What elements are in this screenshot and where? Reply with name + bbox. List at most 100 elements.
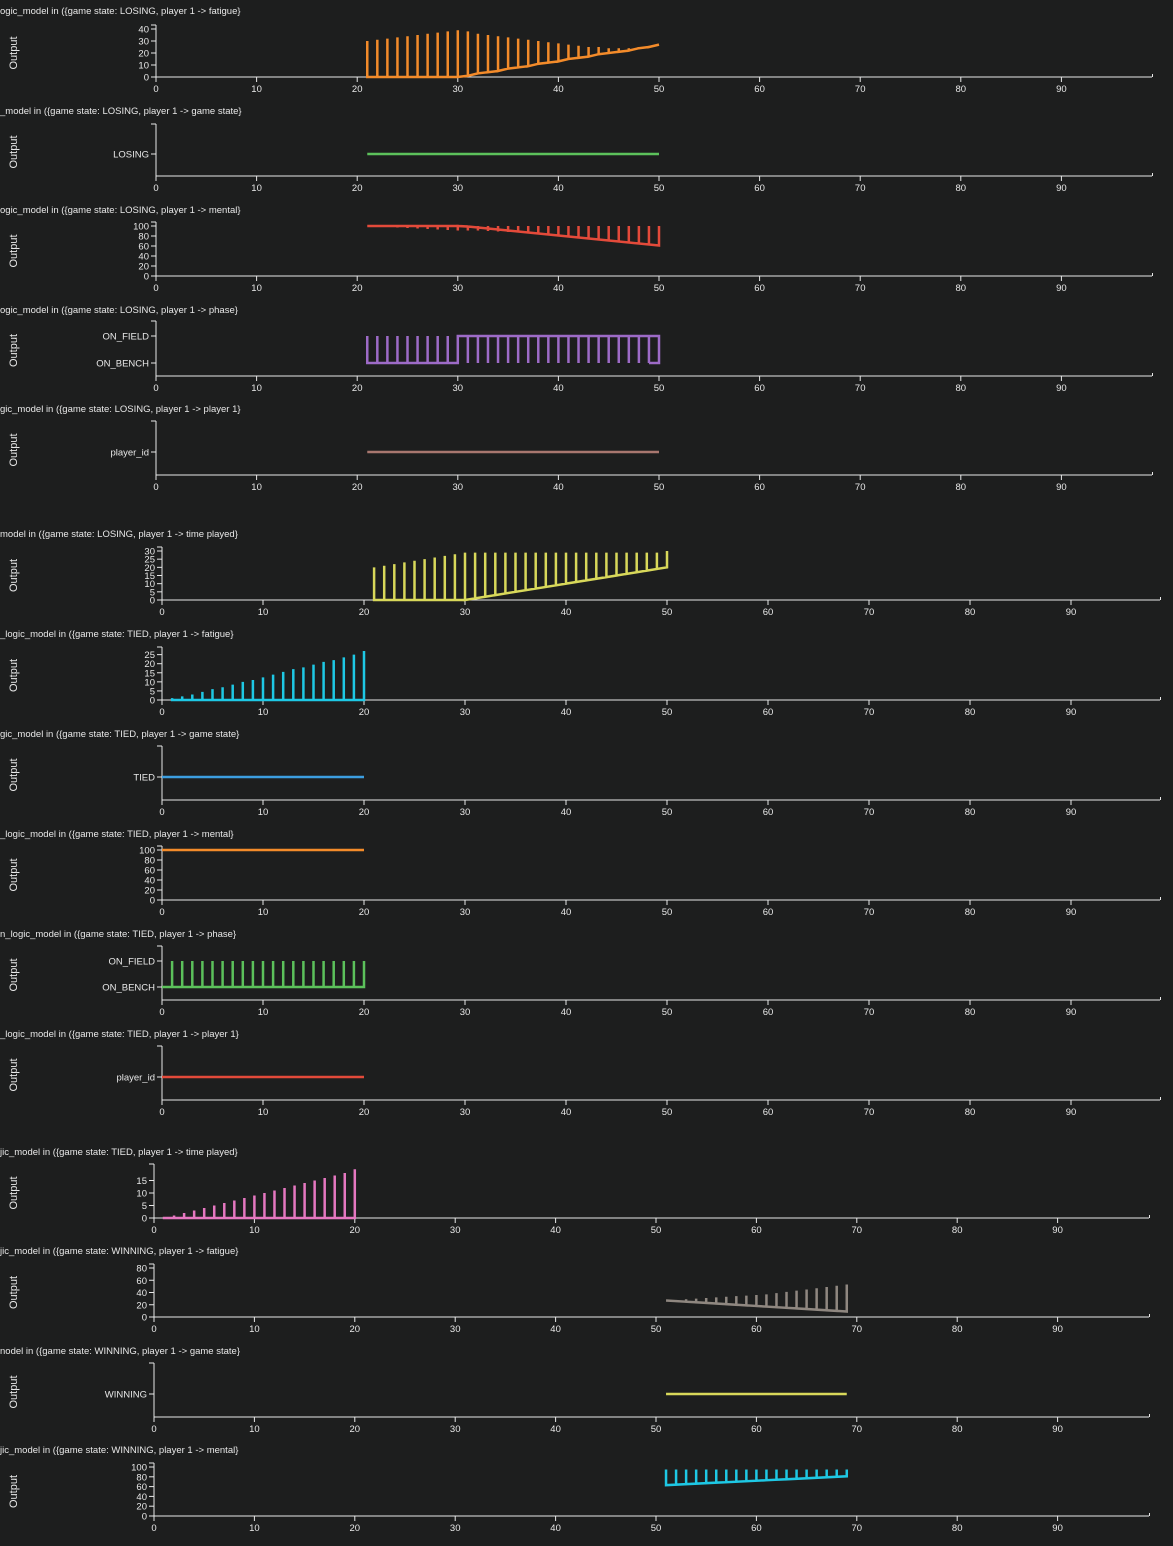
y-tick-label: 5 (142, 1201, 147, 1212)
x-tick-label: 80 (965, 1107, 976, 1118)
x-tick-label: 40 (561, 1107, 572, 1118)
chart-losing-player: gic_model in ({game state: LOSING, playe… (0, 404, 1153, 493)
x-tick-label: 60 (763, 907, 774, 918)
x-tick-label: 60 (754, 383, 765, 394)
x-tick-label: 20 (352, 482, 363, 493)
chart-title: ogic_model in ({game state: LOSING, play… (0, 305, 238, 316)
y-tick-label: 80 (138, 232, 149, 243)
x-tick-label: 50 (662, 1007, 673, 1018)
x-tick-label: 50 (651, 1225, 662, 1236)
x-tick-label: 40 (553, 383, 564, 394)
y-tick-label: player_id (116, 1073, 155, 1084)
x-tick-label: 70 (855, 383, 866, 394)
y-axis-label: Output (8, 234, 20, 267)
x-tick-label: 10 (251, 283, 262, 294)
x-tick-label: 10 (251, 482, 262, 493)
y-tick-label: 60 (138, 242, 149, 253)
x-tick-label: 10 (258, 1107, 269, 1118)
x-tick-label: 10 (249, 1523, 260, 1534)
x-tick-label: 30 (460, 807, 471, 818)
chart-tied-mental: _logic_model in ({game state: TIED, play… (0, 829, 1161, 918)
chart-tied-game-state: gic_model in ({game state: TIED, player … (0, 729, 1161, 818)
x-tick-label: 10 (258, 607, 269, 618)
x-tick-label: 20 (359, 907, 370, 918)
x-tick-label: 90 (1066, 1007, 1077, 1018)
y-tick-label: 10 (138, 61, 149, 72)
x-tick-label: 80 (952, 1523, 963, 1534)
chart-title: ogic_model in ({game state: LOSING, play… (0, 6, 241, 17)
x-tick-label: 90 (1052, 1225, 1063, 1236)
x-tick-label: 90 (1056, 283, 1067, 294)
x-tick-label: 60 (751, 1424, 762, 1435)
x-tick-label: 20 (352, 383, 363, 394)
y-axis-label: Output (8, 36, 20, 69)
x-tick-label: 50 (662, 707, 673, 718)
y-axis-label: Output (8, 334, 20, 367)
y-tick-label: 20 (138, 49, 149, 60)
x-tick-label: 0 (153, 283, 158, 294)
x-tick-label: 80 (952, 1324, 963, 1335)
x-tick-label: 60 (754, 283, 765, 294)
x-tick-label: 30 (453, 84, 464, 95)
y-tick-label: 15 (144, 668, 155, 679)
x-tick-label: 10 (258, 907, 269, 918)
x-tick-label: 20 (359, 807, 370, 818)
x-tick-label: 0 (151, 1324, 156, 1335)
x-tick-label: 40 (553, 482, 564, 493)
series-line (366, 30, 660, 79)
chart-title: _logic_model in ({game state: TIED, play… (0, 629, 234, 640)
chart-title: _logic_model in ({game state: TIED, play… (0, 829, 234, 840)
chart-losing-mental: ogic_model in ({game state: LOSING, play… (0, 205, 1153, 294)
x-tick-label: 60 (751, 1324, 762, 1335)
x-tick-label: 80 (965, 807, 976, 818)
chart-title: n_logic_model in ({game state: TIED, pla… (0, 929, 236, 940)
x-tick-label: 40 (553, 183, 564, 194)
y-axis-label: Output (8, 559, 20, 592)
y-tick-label: 20 (136, 1300, 147, 1311)
y-axis-label: Output (8, 1375, 20, 1408)
x-tick-label: 50 (654, 482, 665, 493)
x-tick-label: 70 (855, 84, 866, 95)
y-tick-label: 80 (144, 856, 155, 867)
x-tick-label: 70 (864, 1007, 875, 1018)
series-line (162, 961, 366, 989)
chart-winning-fatigue: jic_model in ({game state: WINNING, play… (0, 1246, 1150, 1335)
x-tick-label: 60 (763, 807, 774, 818)
y-tick-label: 20 (144, 563, 155, 574)
x-tick-label: 70 (852, 1424, 863, 1435)
chart-losing-fatigue: ogic_model in ({game state: LOSING, play… (0, 6, 1153, 95)
x-tick-label: 50 (651, 1424, 662, 1435)
x-tick-label: 0 (151, 1523, 156, 1534)
y-tick-label: ON_FIELD (109, 957, 156, 968)
y-tick-label: 80 (136, 1472, 147, 1483)
x-tick-label: 30 (453, 383, 464, 394)
x-tick-label: 40 (550, 1424, 561, 1435)
x-tick-label: 70 (864, 707, 875, 718)
x-tick-label: 20 (359, 607, 370, 618)
chart-winning-mental: jic_model in ({game state: WINNING, play… (0, 1445, 1150, 1534)
x-tick-label: 60 (763, 1007, 774, 1018)
x-tick-label: 60 (754, 84, 765, 95)
x-tick-label: 0 (153, 482, 158, 493)
x-tick-label: 30 (460, 907, 471, 918)
y-tick-label: 20 (144, 886, 155, 897)
y-axis-label: Output (8, 958, 20, 991)
x-tick-label: 80 (965, 707, 976, 718)
chart-title: jic_model in ({game state: WINNING, play… (0, 1445, 238, 1456)
x-tick-label: 0 (159, 1007, 164, 1018)
x-tick-label: 30 (460, 607, 471, 618)
x-tick-label: 40 (561, 607, 572, 618)
y-tick-label: 40 (138, 25, 149, 36)
x-tick-label: 90 (1066, 607, 1077, 618)
x-tick-label: 60 (751, 1225, 762, 1236)
x-tick-label: 30 (460, 707, 471, 718)
y-tick-label: 40 (144, 876, 155, 887)
y-tick-label: TIED (133, 773, 155, 784)
x-tick-label: 70 (855, 183, 866, 194)
y-tick-label: 20 (144, 659, 155, 670)
x-tick-label: 90 (1052, 1523, 1063, 1534)
x-tick-label: 40 (561, 807, 572, 818)
x-tick-label: 90 (1052, 1424, 1063, 1435)
x-tick-label: 70 (855, 482, 866, 493)
